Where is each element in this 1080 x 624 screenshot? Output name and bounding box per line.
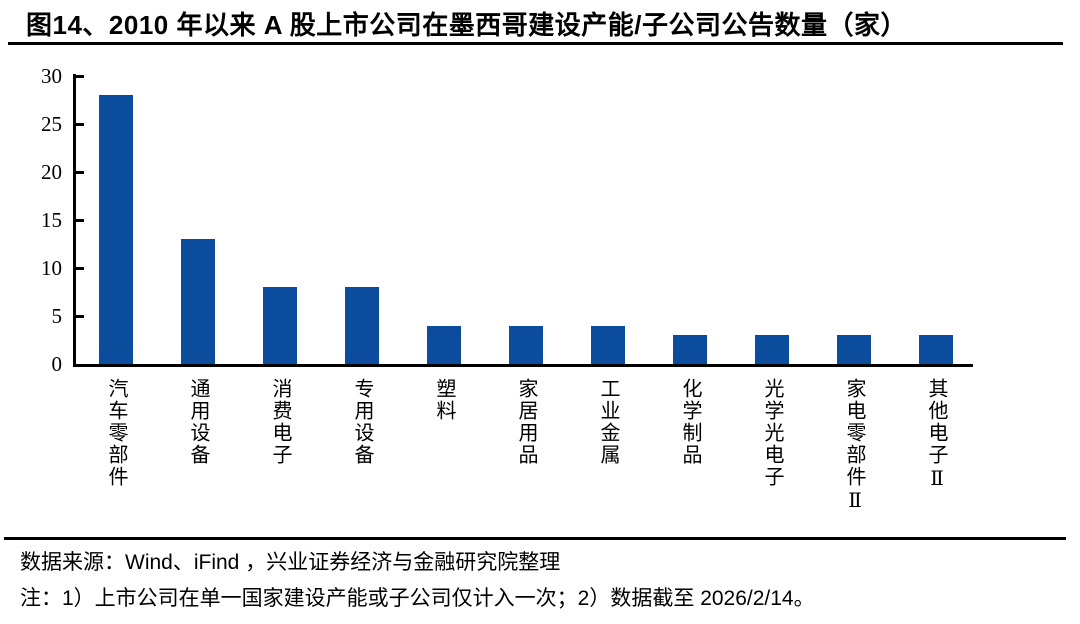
bar: [919, 335, 953, 364]
y-axis-tick-label: 25: [41, 112, 62, 136]
category-label: 化学制品: [679, 378, 701, 466]
page-title: 图14、2010 年以来 A 股上市公司在墨西哥建设产能/子公司公告数量（家）: [26, 10, 907, 40]
category-label: 塑料: [433, 378, 455, 422]
bar: [181, 239, 215, 364]
y-axis-tick-label: 15: [41, 208, 62, 232]
category-label: 汽车零部件: [105, 378, 127, 488]
y-axis-tick: [76, 267, 84, 270]
y-axis-tick: [76, 75, 84, 78]
category-label: 其他电子Ⅱ: [925, 378, 947, 492]
title-divider: [8, 42, 1063, 45]
footer-divider: [4, 537, 1066, 540]
bar: [755, 335, 789, 364]
category-label: 家居用品: [515, 378, 537, 466]
category-label: 家电零部件Ⅱ: [843, 378, 865, 514]
bar: [263, 287, 297, 364]
y-axis-tick-label: 0: [51, 352, 63, 376]
y-axis-tick-label: 20: [41, 160, 62, 184]
y-axis-tick: [76, 123, 84, 126]
y-axis-tick-label: 30: [41, 64, 62, 88]
y-axis-tick: [76, 315, 84, 318]
bar: [345, 287, 379, 364]
category-label: 通用设备: [187, 378, 209, 466]
bar: [673, 335, 707, 364]
y-axis-tick: [76, 171, 84, 174]
x-axis-line: [73, 364, 973, 367]
y-axis-tick-label: 10: [41, 256, 62, 280]
bar: [427, 325, 461, 364]
bar: [837, 335, 871, 364]
bar: [509, 325, 543, 364]
y-axis-tick: [76, 219, 84, 222]
category-label: 光学光电子: [761, 378, 783, 488]
category-label: 工业金属: [597, 378, 619, 466]
note-text: 注：1）上市公司在单一国家建设产能或子公司仅计入一次；2）数据截至 2026/2…: [20, 587, 815, 610]
bar: [99, 95, 133, 364]
y-axis-line: [73, 74, 76, 367]
source-text: 数据来源：Wind、iFind ，兴业证券经济与金融研究院整理: [20, 551, 561, 574]
bar: [591, 325, 625, 364]
y-axis-tick-label: 5: [51, 304, 63, 328]
category-label: 消费电子: [269, 378, 291, 466]
category-label: 专用设备: [351, 378, 373, 466]
